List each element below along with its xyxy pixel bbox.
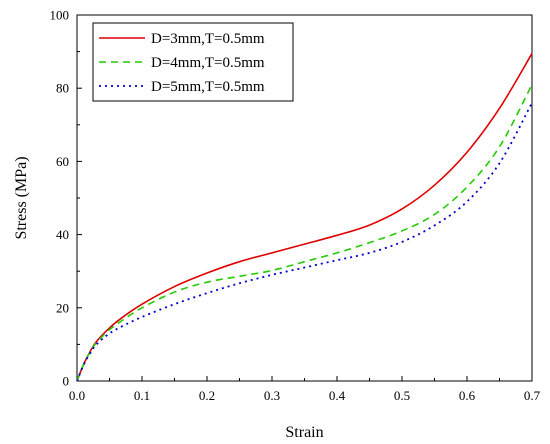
x-tick-label: 0.4 (329, 388, 346, 403)
x-tick-label: 0.5 (394, 388, 410, 403)
y-tick-label: 80 (56, 81, 69, 96)
series-line-1 (76, 53, 533, 382)
x-tick-label: 0.6 (459, 388, 476, 403)
x-tick-label: 0.3 (264, 388, 280, 403)
y-tick-label: 100 (50, 8, 70, 23)
legend-label-2: D=4mm,T=0.5mm (151, 55, 265, 71)
y-tick-label: 0 (63, 374, 70, 389)
legend-label-3: D=5mm,T=0.5mm (151, 79, 265, 95)
y-tick-label: 40 (56, 227, 69, 242)
x-tick-label: 0.7 (524, 388, 541, 403)
series-line-3 (76, 102, 533, 382)
y-axis-ticks: 0 20 40 60 80 100 (50, 8, 82, 389)
legend-label-1: D=3mm,T=0.5mm (151, 31, 265, 47)
y-tick-label: 20 (56, 300, 69, 315)
x-tick-label: 0.1 (134, 388, 150, 403)
x-axis-title: Strain (285, 424, 323, 441)
y-tick-label: 60 (56, 154, 69, 169)
y-axis-title: Stress (MPa) (13, 156, 30, 239)
x-axis-ticks: 0.0 0.1 0.2 0.3 0.4 0.5 0.6 0.7 (69, 376, 541, 403)
x-tick-label: 0.0 (69, 388, 85, 403)
series-lines (76, 53, 533, 382)
legend: D=3mm,T=0.5mm D=4mm,T=0.5mm D=5mm,T=0.5mm (92, 22, 294, 102)
x-tick-label: 0.2 (199, 388, 215, 403)
series-line-2 (76, 84, 533, 382)
